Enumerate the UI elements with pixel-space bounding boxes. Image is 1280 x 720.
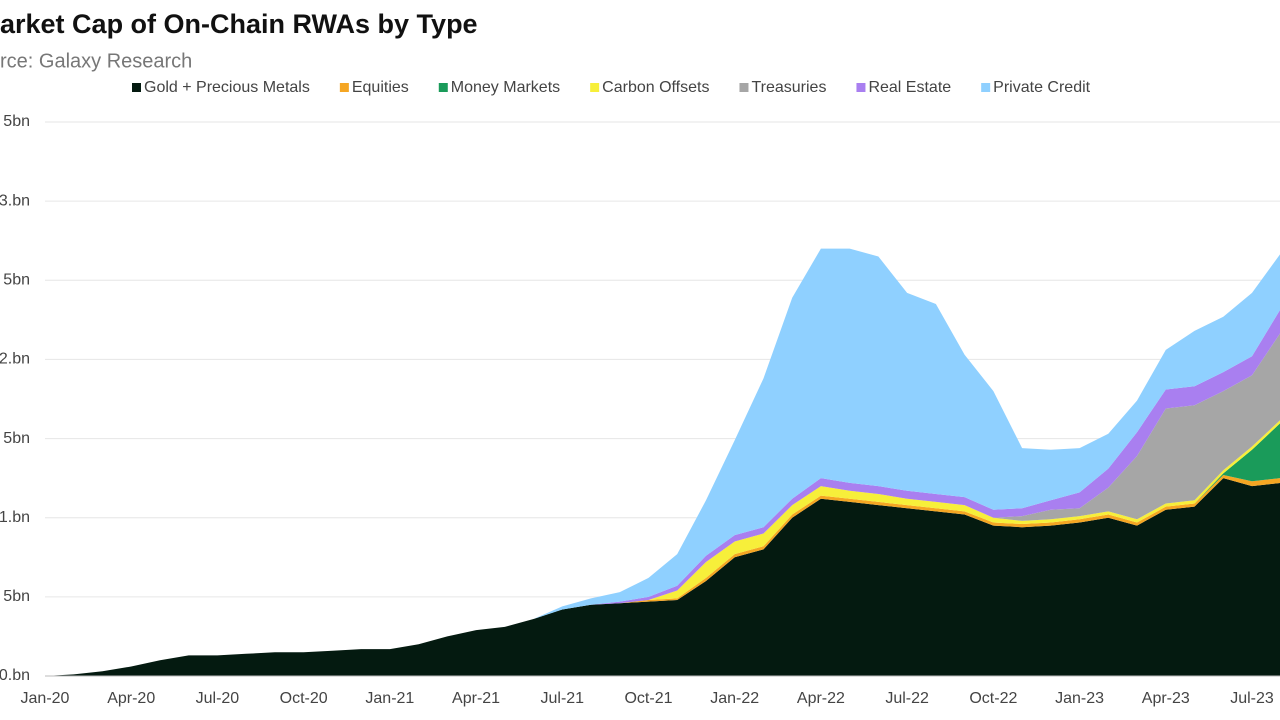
x-tick-label: Oct-22 — [969, 690, 1017, 707]
x-tick-label: Jan-22 — [710, 690, 759, 707]
area — [45, 478, 1280, 676]
x-tick-label: Jan-23 — [1055, 690, 1104, 707]
legend-label: Carbon Offsets — [602, 79, 709, 96]
legend-label: Real Estate — [868, 79, 951, 96]
legend-swatch — [438, 83, 448, 92]
legend-swatch — [339, 83, 349, 92]
legend-swatch — [590, 83, 600, 92]
x-tick-label: Jul-22 — [885, 690, 929, 707]
x-tick-label: Apr-20 — [107, 690, 155, 707]
y-tick-label: 3.bn — [0, 192, 30, 209]
x-tick-label: Apr-22 — [797, 690, 845, 707]
area — [45, 248, 1280, 676]
legend-label: Treasuries — [751, 79, 826, 96]
x-tick-label: Jul-23 — [1230, 690, 1274, 707]
legend-label: Money Markets — [451, 79, 560, 96]
chart-subtitle: rce: Galaxy Research — [0, 50, 192, 72]
y-tick-label: 1.bn — [0, 509, 30, 526]
x-tick-label: Oct-21 — [624, 690, 672, 707]
legend-label: Private Credit — [993, 79, 1090, 96]
chart-title: arket Cap of On-Chain RWAs by Type — [0, 9, 478, 39]
x-tick-label: Oct-20 — [280, 690, 328, 707]
x-tick-label: Apr-23 — [1142, 690, 1190, 707]
legend-swatch — [856, 83, 866, 92]
y-tick-label: 5bn — [3, 430, 30, 447]
legend-swatch — [739, 83, 749, 92]
y-tick-label: 5bn — [3, 113, 30, 130]
legend-label: Equities — [352, 79, 409, 96]
y-tick-label: 2.bn — [0, 351, 30, 368]
legend-swatch — [981, 83, 991, 92]
x-tick-label: Jan-20 — [21, 690, 70, 707]
x-tick-label: Apr-21 — [452, 690, 500, 707]
x-tick-label: Jul-20 — [196, 690, 240, 707]
y-tick-label: 5bn — [3, 272, 30, 289]
legend-label: Gold + Precious Metals — [144, 79, 310, 96]
x-tick-label: Jul-21 — [540, 690, 584, 707]
y-tick-label: 5bn — [3, 588, 30, 605]
y-tick-label: 0.bn — [0, 667, 30, 684]
x-tick-label: Jan-21 — [365, 690, 414, 707]
legend-swatch — [132, 83, 141, 92]
